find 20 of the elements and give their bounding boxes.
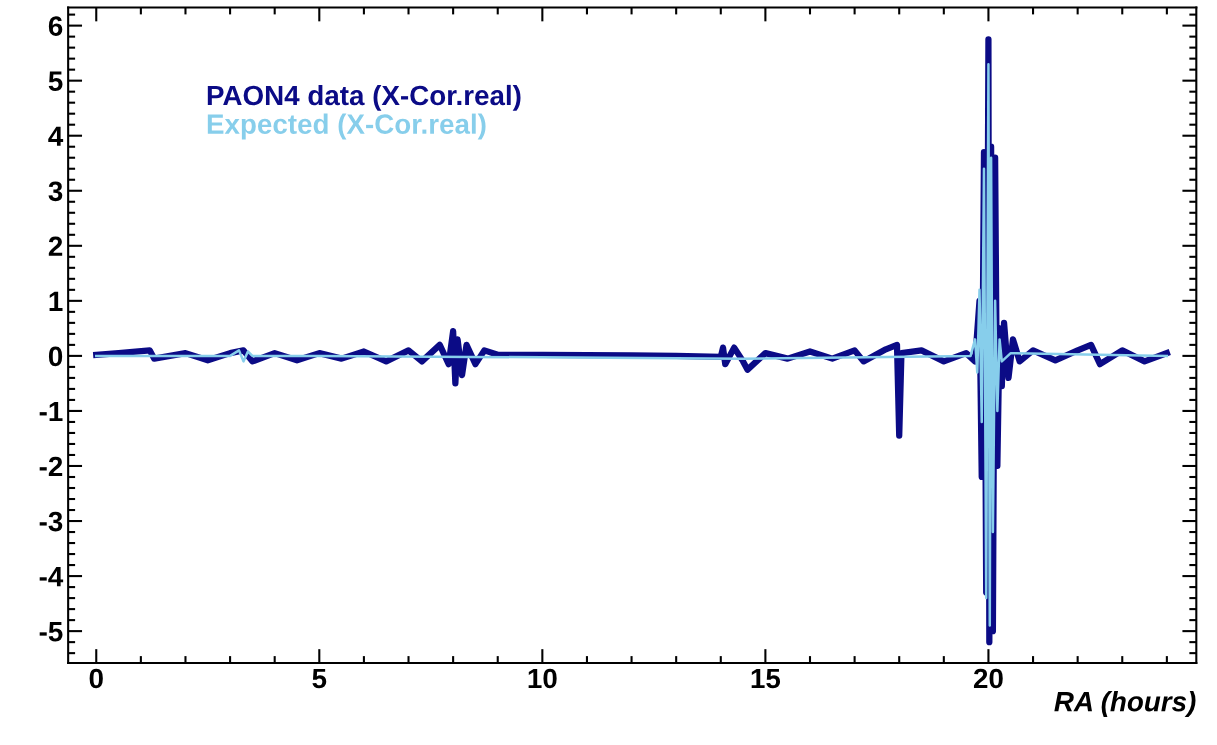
y-tick-label: 2 [48,236,63,256]
y-tick-label: 4 [48,126,64,146]
x-tick-label: 5 [312,668,327,689]
x-tick-label: 20 [973,668,1003,689]
x-tick-label: 15 [751,668,781,689]
y-tick-label: 6 [48,16,63,36]
y-tick-label: 1 [49,291,63,311]
y-tick-label: -3 [39,511,63,532]
x-axis-title: RA (hours) [1054,691,1196,717]
y-tick-label: -4 [39,567,64,587]
y-tick-label: -1 [39,401,63,421]
y-tick-label: 5 [48,71,63,91]
text: Expected (X-Cor.real) [207,113,486,140]
y-tick-label: -5 [39,622,63,642]
text: PAON4 data (X-Cor.real) [207,84,521,111]
x-tick-label: 10 [528,668,557,689]
y-tick-label: -2 [39,456,63,477]
y-tick-label: 3 [48,181,63,202]
y-tick-label: 0 [48,346,63,367]
x-tick-label: 0 [89,668,103,689]
